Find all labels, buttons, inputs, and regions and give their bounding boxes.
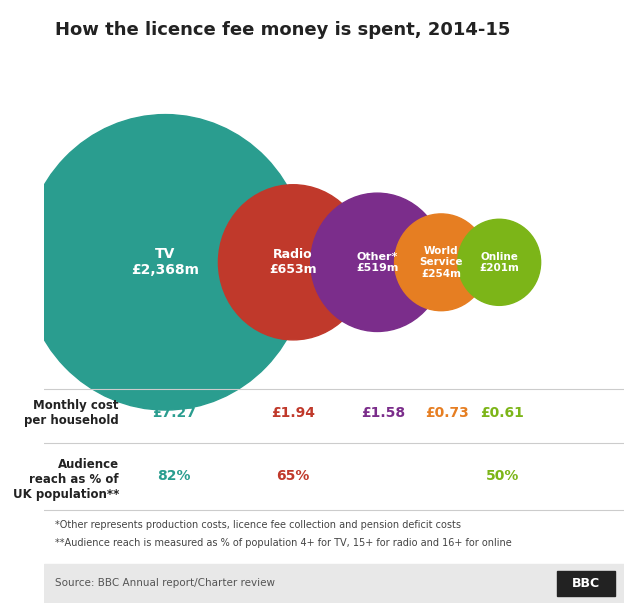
Text: TV
£2,368m: TV £2,368m <box>132 247 200 277</box>
Text: **Audience reach is measured as % of population 4+ for TV, 15+ for radio and 16+: **Audience reach is measured as % of pop… <box>55 538 512 548</box>
Text: Monthly cost
per household: Monthly cost per household <box>24 399 119 427</box>
Text: World
Service
£254m: World Service £254m <box>419 245 463 279</box>
Text: Online
£201m: Online £201m <box>479 251 519 273</box>
Text: *Other represents production costs, licence fee collection and pension deficit c: *Other represents production costs, lice… <box>55 520 461 530</box>
Text: 82%: 82% <box>157 469 191 484</box>
Text: Audience
reach as % of
UK population**: Audience reach as % of UK population** <box>12 458 119 501</box>
Circle shape <box>394 214 488 311</box>
Text: 50%: 50% <box>485 469 519 484</box>
Text: BBC: BBC <box>572 577 600 590</box>
Text: 65%: 65% <box>276 469 310 484</box>
Text: Source: BBC Annual report/Charter review: Source: BBC Annual report/Charter review <box>55 578 275 588</box>
Text: £1.58: £1.58 <box>361 406 405 420</box>
Text: £7.27: £7.27 <box>152 406 196 420</box>
Circle shape <box>311 193 444 332</box>
Circle shape <box>218 185 368 340</box>
Text: How the licence fee money is spent, 2014-15: How the licence fee money is spent, 2014… <box>55 21 510 39</box>
Text: £1.94: £1.94 <box>271 406 315 420</box>
Text: £0.73: £0.73 <box>425 406 469 420</box>
Circle shape <box>458 219 540 305</box>
Bar <box>557 571 615 596</box>
Circle shape <box>23 115 308 410</box>
Text: Radio
£653m: Radio £653m <box>270 248 317 276</box>
Bar <box>44 564 624 603</box>
Text: £0.61: £0.61 <box>480 406 524 420</box>
Text: Other*
£519m: Other* £519m <box>356 251 399 273</box>
